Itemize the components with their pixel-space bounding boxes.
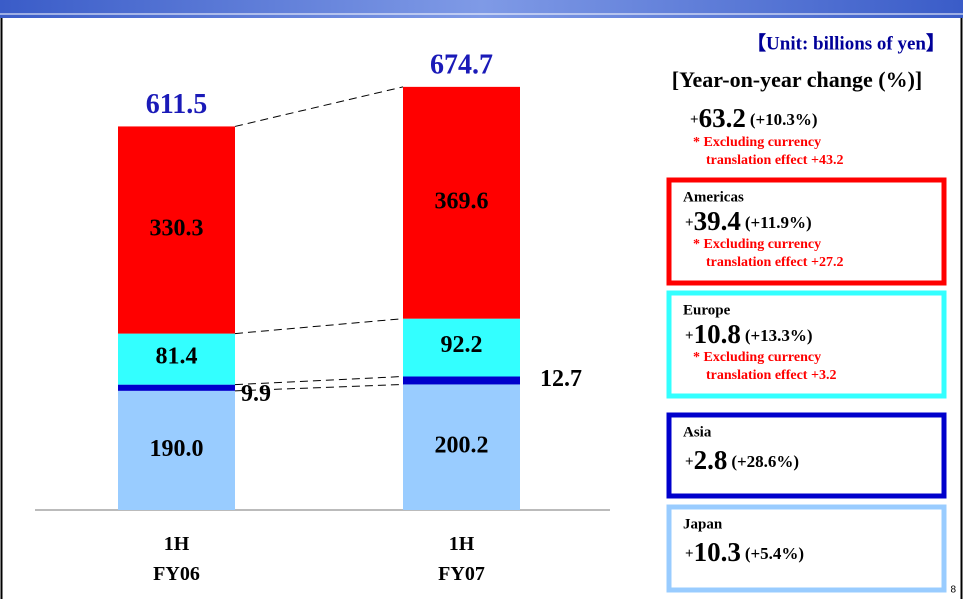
change-note: * Excluding currency	[693, 135, 821, 150]
change-sign: +	[685, 328, 694, 344]
total-label: 674.7	[430, 49, 493, 80]
x-tick-label: 1H FY06	[153, 533, 200, 585]
change-note: translation effect +43.2	[706, 153, 843, 168]
bar-segment	[403, 318, 520, 377]
data-label: 9.9	[241, 381, 271, 407]
data-label: 81.4	[156, 344, 198, 370]
region-box	[666, 290, 947, 399]
change-pct: (+28.6%)	[731, 452, 799, 471]
change-amount: 2.8	[694, 445, 728, 475]
change-line: +39.4 (+11.9%)	[685, 206, 812, 236]
change-sign: +	[690, 112, 699, 128]
data-label: 92.2	[441, 332, 483, 358]
change-note: * Excluding currency	[693, 237, 821, 252]
bar-segment	[118, 390, 235, 510]
change-line: +10.8 (+13.3%)	[685, 319, 813, 349]
change-amount: 39.4	[694, 206, 741, 236]
region-box	[666, 177, 947, 286]
change-pct: (+11.9%)	[745, 213, 812, 232]
change-pct: (+5.4%)	[745, 544, 804, 563]
region-name: Americas	[683, 189, 744, 205]
change-heading: [Year-on-year change (%)]	[672, 67, 923, 92]
data-label: 330.3	[150, 216, 204, 242]
bar-segment	[118, 333, 235, 385]
x-tick-label: 1H FY07	[438, 533, 485, 585]
change-note: translation effect +27.2	[706, 255, 843, 270]
connector	[234, 318, 404, 335]
unit-note: 【Unit: billions of yen】	[747, 31, 945, 54]
change-note: translation effect +3.2	[706, 368, 836, 383]
total-label: 611.5	[146, 89, 207, 120]
bar-segment	[403, 384, 520, 510]
change-amount: 10.8	[694, 319, 741, 349]
change-line: +63.2 (+10.3%)	[690, 103, 818, 133]
connector	[234, 375, 404, 386]
change-line: +2.8 (+28.6%)	[685, 445, 799, 475]
change-sign: +	[685, 454, 694, 470]
region-name: Japan	[683, 516, 723, 532]
bar-segment	[118, 126, 235, 334]
header-band	[0, 0, 963, 18]
data-label: 12.7	[540, 366, 582, 392]
change-pct: (+10.3%)	[750, 110, 818, 129]
data-label: 369.6	[435, 188, 489, 214]
change-pct: (+13.3%)	[745, 326, 813, 345]
region-box	[666, 412, 947, 499]
data-label: 190.0	[150, 436, 204, 462]
bar-segment	[403, 376, 520, 385]
bar-segment	[118, 384, 235, 391]
change-amount: 63.2	[699, 103, 746, 133]
region-name: Europe	[683, 302, 731, 318]
change-line: +10.3 (+5.4%)	[685, 537, 804, 567]
data-label: 200.2	[435, 433, 489, 459]
change-amount: 10.3	[694, 537, 741, 567]
bar-segment	[403, 86, 520, 319]
region-name: Asia	[683, 424, 712, 440]
region-box	[666, 504, 947, 593]
change-sign: +	[685, 546, 694, 562]
change-note: * Excluding currency	[693, 350, 821, 365]
page-number: 8	[950, 585, 956, 596]
connector	[234, 86, 404, 127]
change-sign: +	[685, 215, 694, 231]
connector	[234, 383, 404, 392]
